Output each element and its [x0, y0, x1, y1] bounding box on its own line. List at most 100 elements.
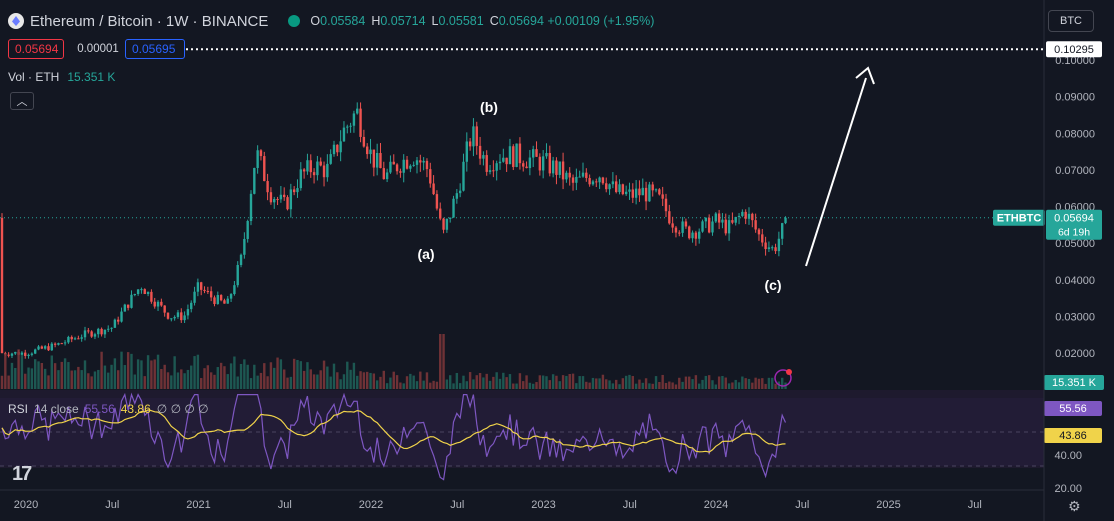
volume-bar	[741, 376, 744, 389]
time-tick-label: Jul	[623, 499, 637, 511]
collapse-indicators-button[interactable]: ︿	[10, 92, 34, 110]
candle-body	[117, 319, 120, 322]
currency-button[interactable]: BTC	[1048, 10, 1094, 32]
candle-body	[253, 167, 256, 194]
volume-bar	[7, 375, 10, 389]
volume-bar	[688, 376, 691, 389]
volume-bar	[691, 379, 694, 389]
volume-bar	[299, 361, 302, 389]
volume-bar	[193, 356, 196, 389]
volume-bar	[372, 373, 376, 389]
tradingview-logo-icon[interactable]: 17	[12, 463, 32, 485]
volume-bar	[757, 378, 761, 389]
volume-bar	[515, 383, 518, 389]
projection-arrow	[805, 77, 867, 267]
candle-body	[173, 316, 176, 319]
candle-body	[528, 157, 532, 169]
volume-bar	[588, 382, 591, 389]
volume-bar	[508, 374, 512, 389]
rsi-ma-line	[1, 409, 786, 453]
candle-body	[203, 289, 206, 292]
candle-body	[213, 297, 216, 305]
volume-bar	[306, 362, 309, 389]
candle-body	[591, 181, 595, 185]
candle-body	[53, 343, 57, 345]
candle-body	[316, 161, 319, 176]
candle-body	[412, 164, 415, 166]
volume-bar	[229, 363, 233, 389]
candle-body	[389, 161, 392, 173]
volume-bar	[123, 365, 127, 389]
candle-body	[97, 328, 100, 335]
candle-body	[578, 176, 581, 178]
volume-bar	[279, 359, 283, 389]
target-level-label: 0.10295	[1054, 44, 1094, 56]
candle-body	[721, 219, 724, 223]
volume-bar	[60, 361, 63, 389]
buy-button[interactable]: 0.05695	[125, 39, 185, 59]
volume-bar	[767, 377, 771, 389]
volume-bar	[664, 382, 668, 389]
rsi-value: 55.56	[84, 402, 115, 416]
volume-bar	[216, 367, 219, 389]
volume-bar	[133, 374, 136, 389]
volume-bar	[412, 375, 415, 389]
candle-body	[605, 183, 608, 190]
volume-bar	[170, 375, 173, 389]
candle-body	[43, 346, 47, 349]
volume-bar	[349, 369, 352, 389]
volume-bar	[558, 381, 561, 389]
price-tick-label: 0.10000	[1055, 55, 1095, 67]
candle-body	[10, 353, 14, 356]
volume-bar	[532, 383, 535, 389]
rsi-tick-label: 40.00	[1054, 450, 1082, 462]
settings-gear-icon[interactable]: ⚙	[1068, 498, 1081, 514]
candle-body	[63, 342, 67, 344]
sell-button[interactable]: 0.05694	[8, 39, 64, 59]
price-tick-label: 0.05000	[1055, 238, 1095, 250]
candle-body	[425, 160, 429, 170]
volume-bar	[120, 351, 123, 389]
candle-body	[14, 351, 17, 354]
rsi-ma-tag	[1044, 428, 1102, 443]
candle-body	[492, 170, 495, 172]
candle-body	[366, 146, 369, 155]
volume-bar	[50, 355, 53, 389]
candle-body	[146, 291, 150, 295]
rsi-legend[interactable]: RSI 14 close 55.56 43.86 ∅ ∅ ∅ ∅	[8, 402, 209, 416]
volume-bar	[734, 379, 737, 389]
volume-bar	[322, 360, 326, 389]
candle-body	[654, 189, 658, 191]
candle-body	[419, 160, 422, 163]
candle-body	[395, 164, 399, 172]
candle-body	[678, 232, 681, 234]
price-tick-label: 0.04000	[1055, 275, 1095, 287]
candle-body	[385, 172, 389, 180]
candle-body	[7, 354, 10, 356]
volume-bar	[541, 375, 545, 389]
candle-body	[352, 113, 356, 126]
candle-body	[541, 156, 545, 171]
candle-body	[761, 234, 764, 243]
volume-bar	[80, 370, 83, 389]
candle-body	[276, 199, 279, 201]
candle-body	[658, 189, 661, 195]
volume-legend[interactable]: Vol · ETH 15.351 K	[8, 70, 115, 84]
price-tick-label: 0.08000	[1055, 128, 1095, 140]
volume-bar	[681, 381, 684, 389]
symbol-title[interactable]: Ethereum / Bitcoin · 1W · BINANCE	[30, 12, 269, 30]
volume-bar	[615, 379, 618, 389]
volume-bar	[70, 370, 73, 389]
candle-body	[724, 219, 727, 234]
candle-body	[681, 221, 684, 233]
projection-arrowhead	[855, 66, 875, 85]
candle-body	[671, 223, 674, 228]
volume-bar	[711, 380, 714, 389]
time-tick-label: 2023	[531, 499, 555, 511]
volume-bar	[724, 377, 727, 389]
candle-body	[734, 216, 737, 223]
volume-bar	[342, 374, 346, 389]
volume-bar	[329, 376, 332, 389]
volume-bar	[409, 373, 412, 389]
